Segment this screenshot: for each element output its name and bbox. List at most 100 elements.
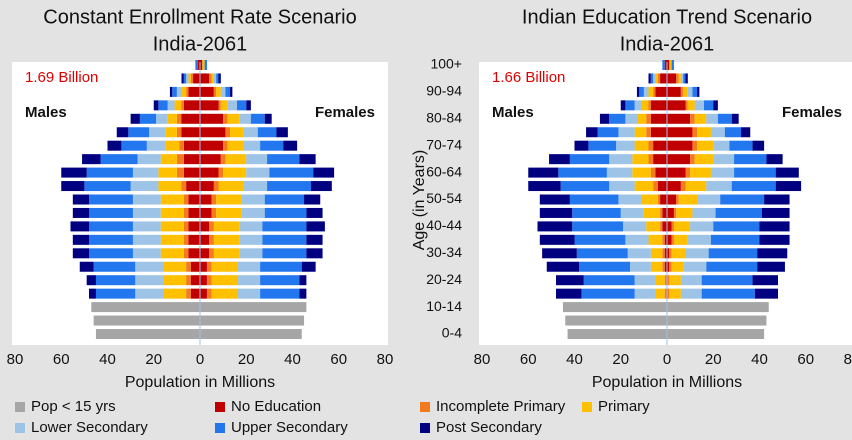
bar-segment (713, 221, 760, 232)
bar-segment (200, 100, 219, 111)
bar-segment (657, 73, 661, 84)
bar-segment (646, 221, 661, 232)
y-axis-label: Age (in Years) (411, 150, 428, 251)
bar-segment (260, 275, 300, 286)
bar-segment (648, 86, 654, 97)
bar-segment (72, 248, 89, 259)
bar-segment (204, 60, 207, 70)
bar-segment (301, 261, 316, 272)
bar-segment (160, 194, 184, 205)
bar-segment (667, 275, 670, 286)
bar-segment (243, 140, 261, 151)
bar-segment (542, 248, 577, 259)
bar-segment (306, 221, 325, 232)
bar-segment (687, 234, 711, 245)
bar-segment (225, 154, 247, 165)
bar-segment (183, 73, 187, 84)
bar-segment (237, 261, 261, 272)
annotation: 1.66 Billion (492, 69, 565, 86)
bar-segment (579, 261, 630, 272)
bar-segment (89, 221, 133, 232)
bar-segment (724, 127, 741, 138)
bar-segment (176, 127, 182, 138)
bar-segment (618, 127, 635, 138)
bar-segment (95, 288, 136, 299)
bar-segment (667, 315, 767, 326)
bar-segment (701, 288, 755, 299)
bar-segment (160, 154, 177, 165)
bar-segment (678, 73, 681, 84)
bar-segment (706, 181, 732, 192)
bar-segment (176, 167, 184, 178)
bar-segment (299, 275, 307, 286)
bar-segment (156, 113, 168, 124)
bar-segment (761, 207, 790, 218)
bar-segment (89, 194, 133, 205)
x-tick-label: 40 (751, 351, 768, 368)
x-tick-label: 0 (663, 351, 671, 368)
bar-segment (685, 100, 688, 111)
bar-segment (572, 221, 624, 232)
bar-segment (680, 288, 702, 299)
bar-segment (183, 221, 189, 232)
bar-segment (734, 154, 767, 165)
bar-segment (209, 221, 214, 232)
bar-segment (72, 234, 89, 245)
bar-segment (667, 140, 693, 151)
bar-segment (260, 261, 302, 272)
bar-segment (609, 181, 635, 192)
bar-segment (239, 248, 263, 259)
bar-segment (135, 288, 163, 299)
bar-segment (311, 181, 332, 192)
bar-segment (299, 288, 307, 299)
bar-segment (149, 127, 166, 138)
bar-segment (218, 167, 224, 178)
bar-segment (89, 207, 133, 218)
bar-segment (754, 288, 778, 299)
bar-segment (216, 86, 221, 97)
x-tick-label: 60 (330, 351, 347, 368)
bar-segment (216, 207, 242, 218)
bar-segment (200, 60, 203, 70)
bar-segment (241, 207, 265, 218)
bar-segment (669, 288, 681, 299)
bar-segment (206, 288, 212, 299)
bar-segment (246, 100, 251, 111)
bar-segment (220, 154, 226, 165)
bar-segment (137, 154, 161, 165)
bar-segment (200, 248, 210, 259)
bar-segment (625, 100, 635, 111)
bar-segment (190, 288, 200, 299)
bar-segment (667, 248, 670, 259)
bar-segment (163, 275, 187, 286)
bar-segment (216, 73, 219, 84)
bar-segment (683, 73, 686, 84)
bar-segment (667, 207, 674, 218)
bar-segment (306, 234, 323, 245)
bar-segment (634, 140, 649, 151)
bar-segment (690, 113, 695, 124)
bar-segment (262, 248, 307, 259)
x-tick-label: 60 (53, 351, 70, 368)
bar-segment (200, 154, 221, 165)
bar-segment (680, 73, 684, 84)
bar-segment (648, 140, 654, 151)
bar-segment (163, 261, 187, 272)
bar-segment (176, 86, 182, 97)
bar-segment (183, 207, 189, 218)
bar-segment (556, 288, 582, 299)
bar-segment (172, 86, 177, 97)
bar-segment (223, 113, 228, 124)
bar-segment (697, 86, 700, 97)
bar-segment (128, 127, 150, 138)
bar-segment (200, 127, 226, 138)
bar-segment (174, 100, 182, 111)
bar-segment (697, 194, 721, 205)
bar-segment (636, 86, 640, 97)
bar-segment (132, 221, 161, 232)
bar-segment (183, 154, 200, 165)
bar-segment (165, 140, 180, 151)
bar-segment (692, 207, 716, 218)
bar-segment (306, 207, 323, 218)
